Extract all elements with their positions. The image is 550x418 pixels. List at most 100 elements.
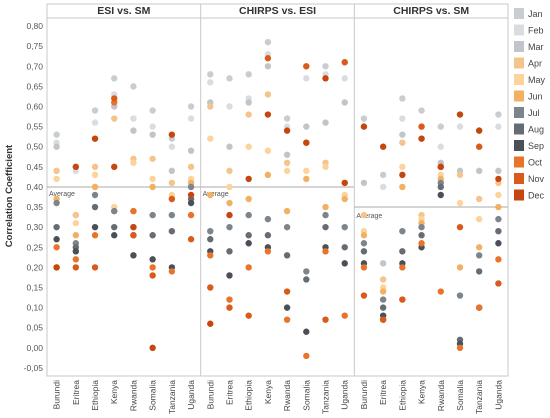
data-point-jul [360, 240, 368, 247]
data-point-dec [72, 163, 80, 171]
data-point-jun [72, 232, 80, 239]
data-point-may [475, 215, 483, 223]
data-point-apr [149, 155, 156, 162]
data-point-oct [399, 264, 406, 271]
data-point-apr [226, 167, 233, 175]
y-tick-label: 0,45 [26, 162, 43, 172]
data-point-jan [130, 83, 137, 90]
data-point-apr [168, 179, 176, 187]
data-point-mar [303, 123, 310, 130]
data-point-mar [283, 151, 291, 158]
data-point-nov [149, 272, 156, 279]
data-point-oct [130, 207, 137, 215]
y-tick-label: 0,50 [26, 142, 43, 152]
data-point-jul [283, 223, 291, 231]
data-point-aug [399, 248, 406, 255]
data-point-dec [437, 163, 444, 171]
data-point-feb [456, 123, 464, 130]
y-tick-label: 0,65 [26, 81, 43, 91]
category-label: Burundi [205, 380, 215, 409]
data-point-jul [379, 296, 387, 303]
data-point-mar [475, 167, 483, 175]
data-point-oct [341, 312, 348, 319]
data-point-aug [149, 232, 156, 239]
data-point-feb [399, 115, 406, 122]
data-point-nov [379, 316, 387, 323]
data-point-dec [495, 175, 502, 183]
legend-label-jul: Jul [528, 108, 540, 118]
data-point-nov [283, 288, 291, 295]
data-point-sep [245, 240, 252, 247]
panels: ESI vs. SM Average Burundi Eritrea Ethiopia K… [47, 4, 508, 414]
data-point-oct [264, 248, 272, 255]
data-point-dec [303, 139, 310, 146]
data-point-dec [226, 211, 233, 219]
data-point-jun [341, 195, 348, 203]
data-point-sep [130, 252, 137, 259]
data-point-apr [283, 159, 291, 167]
average-label: Average [356, 213, 382, 220]
y-tick-label: 0,05 [26, 323, 43, 333]
data-point-mar [168, 167, 176, 175]
legend-label-oct: Oct [528, 158, 543, 168]
data-point-sep [149, 256, 156, 263]
data-point-jul [303, 268, 310, 275]
data-point-dec [168, 131, 176, 138]
data-point-mar [53, 143, 60, 150]
data-point-mar [245, 99, 252, 106]
category-label: Rwanda [282, 380, 292, 411]
category-label: Burundi [359, 380, 369, 409]
data-point-apr [207, 103, 214, 110]
data-point-sep [283, 304, 291, 311]
data-point-aug [283, 252, 291, 259]
legend-label-apr: Apr [528, 59, 542, 69]
data-point-dec [264, 111, 272, 118]
category-label: Rwanda [436, 380, 446, 411]
data-point-nov [245, 312, 252, 319]
y-tick-label: 0,15 [26, 283, 43, 293]
data-point-jul [475, 252, 483, 259]
data-point-aug [379, 304, 387, 311]
data-point-aug [341, 244, 348, 251]
data-point-oct [149, 264, 156, 271]
category-label: Eritrea [71, 380, 81, 405]
data-point-nov [360, 292, 368, 299]
data-point-mar [495, 167, 502, 175]
data-point-may [264, 147, 272, 154]
data-point-nov [303, 63, 310, 70]
data-point-nov [130, 232, 137, 239]
category-label: Kenya [263, 380, 273, 404]
data-point-jan [91, 107, 99, 114]
y-tick-label: 0,25 [26, 242, 43, 252]
data-point-mar [379, 260, 387, 267]
category-label: Somalia [455, 380, 465, 411]
data-point-feb [437, 143, 444, 150]
data-point-jun [475, 244, 483, 251]
data-point-oct [360, 264, 368, 271]
data-point-nov [399, 296, 406, 303]
data-point-dec [399, 171, 406, 179]
data-point-jul [495, 215, 502, 223]
data-point-feb [149, 123, 156, 130]
data-point-jun [207, 191, 214, 199]
data-point-mar [264, 63, 272, 70]
data-point-mar [130, 127, 137, 134]
data-point-jun [245, 195, 252, 203]
data-point-nov [226, 304, 233, 311]
data-point-sep [303, 328, 310, 335]
data-point-may [207, 135, 214, 142]
legend-label-may: May [528, 75, 546, 85]
data-point-mar [341, 99, 348, 106]
category-label: Burundi [52, 380, 62, 409]
category-label: Kenya [417, 380, 427, 404]
data-point-apr [111, 115, 118, 122]
y-tick-label: 0,60 [26, 101, 43, 111]
data-point-feb [207, 79, 214, 86]
grid-layer [46, 3, 509, 377]
data-point-jul [111, 207, 118, 215]
data-point-jan [226, 75, 233, 82]
data-point-sep [226, 272, 233, 279]
data-point-jun [322, 203, 329, 211]
category-label: Uganda [493, 380, 503, 410]
data-point-jun [495, 203, 502, 211]
